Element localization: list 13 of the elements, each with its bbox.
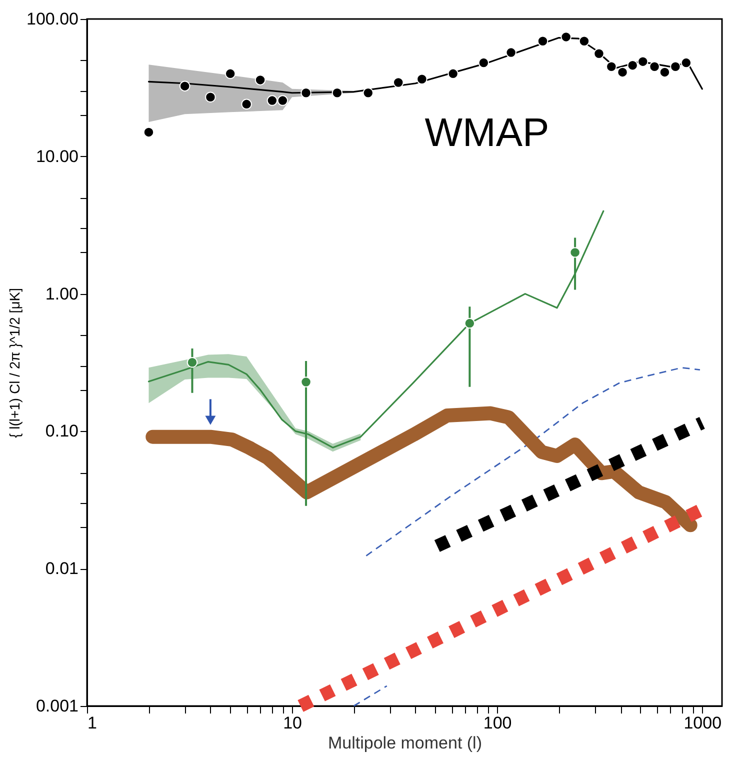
y-tick-label: 10.00 — [36, 146, 78, 166]
x-tick-label: 10 — [283, 714, 302, 732]
y-tick-label: 0.10 — [45, 422, 78, 441]
annotation: WMAP — [424, 111, 550, 155]
y-tick-label: 0.01 — [45, 559, 78, 578]
y-tick-label: 100.00 — [26, 10, 78, 28]
x-axis-title: Multipole moment (l) — [328, 734, 482, 752]
x-tick-label: 1000 — [684, 714, 722, 732]
x-tick-label: 1 — [88, 714, 97, 732]
x-tick-label: 100 — [483, 714, 512, 732]
y-tick-label: 1.00 — [45, 284, 78, 304]
y-axis-title: { l(l+1) Cl / 2π }^1/2 [μK] — [6, 288, 23, 438]
y-tick-label: 0.001 — [36, 696, 78, 716]
